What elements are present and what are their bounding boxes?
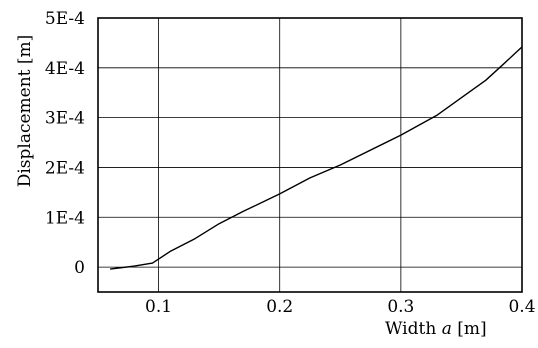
grid [98, 17, 523, 292]
y-tick-label: 1E-4 [45, 208, 85, 228]
y-tick-label: 5E-4 [45, 9, 85, 29]
y-axis-label: Displacement [m] [15, 35, 35, 188]
y-tick-label: 4E-4 [45, 59, 85, 79]
plot-frame [97, 17, 523, 293]
series-line [110, 46, 523, 270]
y-tick-label: 3E-4 [45, 109, 85, 129]
x-tick-labels: 0.1 0.2 0.3 0.4 [145, 297, 535, 317]
y-tick-label: 0 [74, 258, 85, 278]
x-axis-label-var: a [442, 319, 452, 339]
series-layer [110, 46, 523, 270]
x-axis-label: Width a [m] [385, 319, 487, 339]
y-tick-labels: 0 1E-4 2E-4 3E-4 4E-4 5E-4 [45, 9, 85, 278]
x-tick-label: 0.4 [508, 297, 535, 317]
x-tick-label: 0.2 [266, 297, 293, 317]
x-axis-label-suffix: [m] [452, 319, 487, 339]
x-axis-label-prefix: Width [385, 319, 442, 339]
x-tick-label: 0.1 [145, 297, 172, 317]
x-tick-label: 0.3 [387, 297, 414, 317]
y-tick-label: 2E-4 [45, 158, 85, 178]
